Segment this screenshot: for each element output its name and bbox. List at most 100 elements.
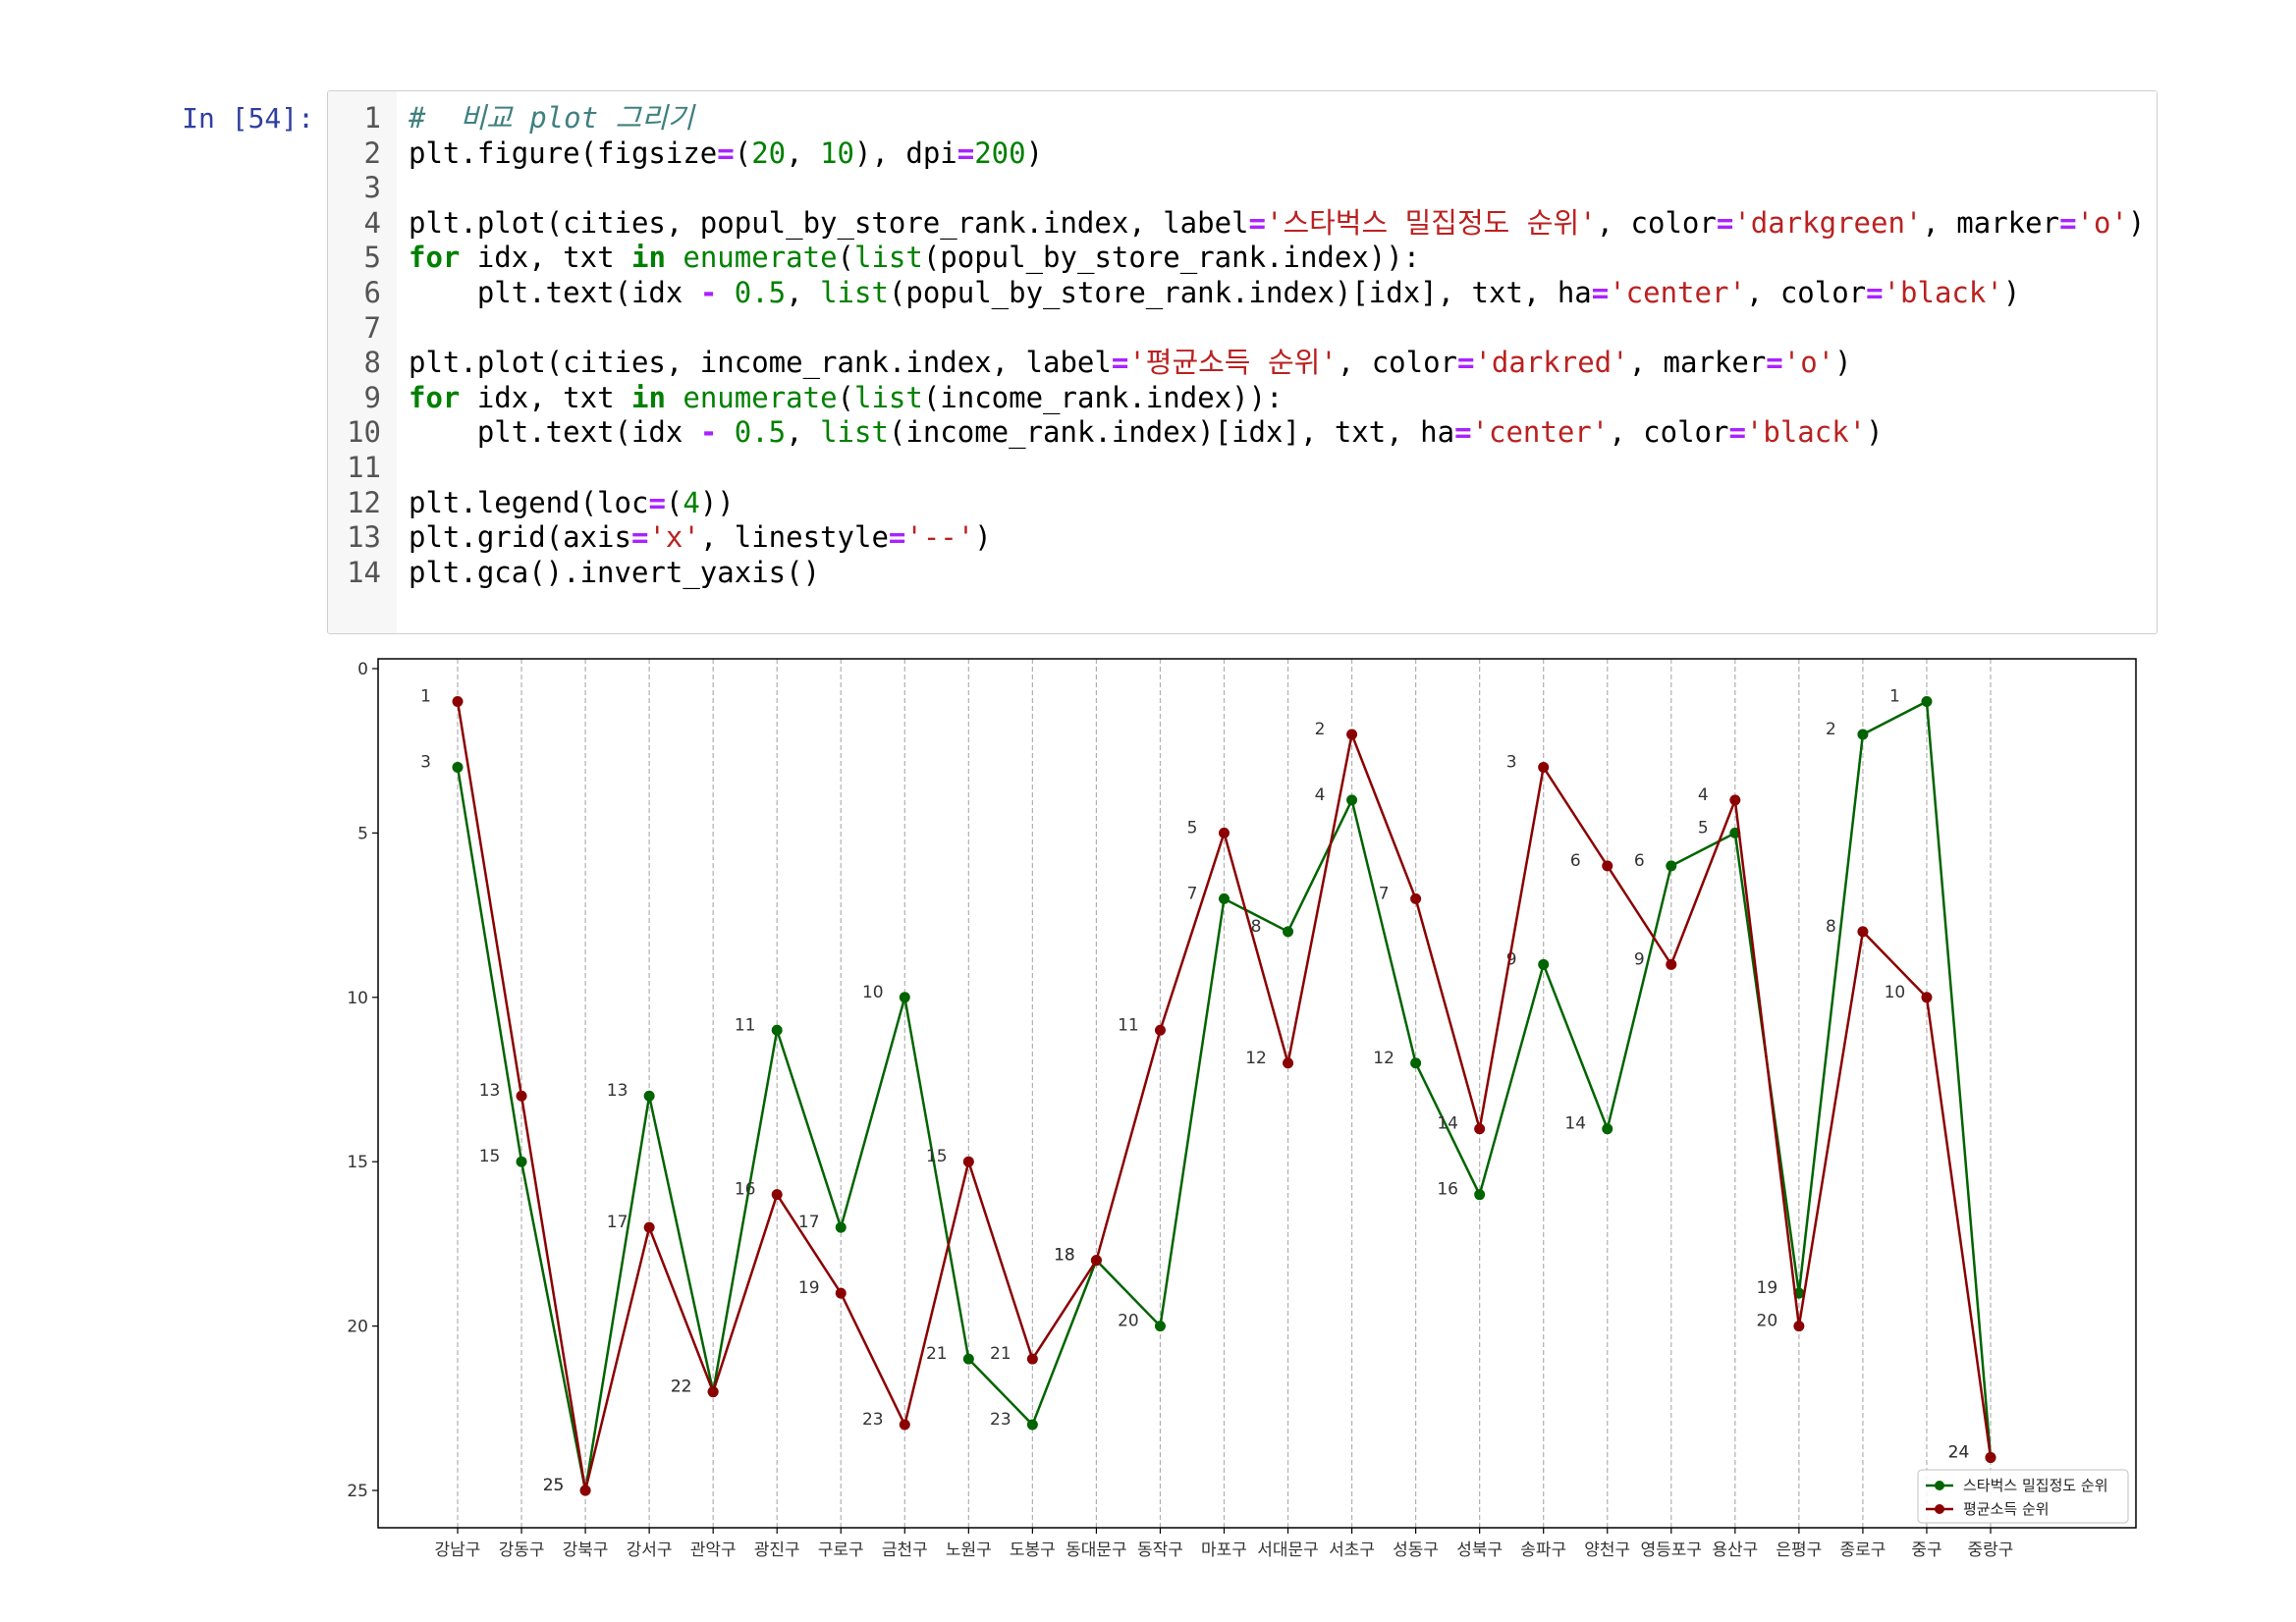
data-label: 8 <box>1826 917 1836 937</box>
data-label: 2 <box>1826 720 1836 739</box>
code-token: 4 <box>683 485 700 519</box>
code-token: = <box>1716 205 1734 240</box>
series-point <box>1026 1419 1038 1431</box>
series-point <box>516 1090 527 1102</box>
data-label: 25 <box>543 1476 565 1495</box>
code-token: ) <box>1025 135 1044 170</box>
code-token: '--' <box>905 520 975 555</box>
series-point <box>1793 1321 1805 1332</box>
code-token: ( <box>837 241 854 275</box>
legend-frame <box>1917 1469 2129 1524</box>
code-token: 'o' <box>2076 205 2128 240</box>
code-token: , <box>786 415 821 450</box>
series-point <box>962 1156 974 1167</box>
series-point <box>1729 794 1741 806</box>
y-tick-label: 20 <box>347 1318 368 1337</box>
code-token: = <box>1866 276 1884 309</box>
code-token: = <box>888 520 906 555</box>
series-point <box>771 1189 783 1201</box>
code-token: '평균소득 순위' <box>1128 346 1338 380</box>
x-tick-label: 서대문구 <box>1257 1541 1319 1560</box>
code-token: )) <box>699 485 735 519</box>
series-point <box>1154 1024 1166 1036</box>
code-token: 'black' <box>1745 415 1867 450</box>
code-token: = <box>1457 346 1475 380</box>
code-token: = <box>1248 205 1266 240</box>
series-point <box>1921 992 1933 1003</box>
code-editor[interactable]: # 비교 plot 그리기 plt.figure(figsize=(20, 10)… <box>397 91 2157 633</box>
code-token: list <box>854 380 923 414</box>
x-tick-label: 마포구 <box>1201 1541 1247 1560</box>
code-token: 10 <box>820 135 854 170</box>
code-token: 20 <box>751 135 787 170</box>
code-token: , marker <box>1628 346 1767 380</box>
data-label: 11 <box>1118 1015 1139 1035</box>
code-token: ) <box>974 520 992 555</box>
x-tick-label: 동작구 <box>1137 1541 1183 1560</box>
data-label: 23 <box>990 1410 1011 1430</box>
plot-output: 0 5 10 15 20 25 강남구 강동구 강북구 강서구 관악구 광진구 구로구 금천구 노원구 도봉구… <box>327 648 2167 1585</box>
series-point <box>1154 1321 1166 1332</box>
series-point <box>1538 958 1550 970</box>
code-token: in <box>631 241 666 275</box>
data-label: 13 <box>607 1081 629 1101</box>
x-tick-label: 강동구 <box>499 1541 545 1560</box>
code-token: for <box>409 241 461 275</box>
series-point <box>707 1386 719 1398</box>
code-token: idx, txt <box>460 241 631 275</box>
code-token: , color <box>1609 415 1729 450</box>
data-label: 18 <box>1054 1246 1075 1266</box>
series-point <box>1857 729 1869 740</box>
code-token: = <box>1728 415 1746 450</box>
data-label: 20 <box>1757 1312 1778 1331</box>
series-point <box>899 992 910 1003</box>
series-point <box>1921 695 1933 707</box>
x-tick-label: 성북구 <box>1456 1541 1503 1560</box>
line-number: 11 <box>347 451 381 484</box>
x-tick-label: 송파구 <box>1520 1541 1566 1560</box>
line-number: 8 <box>363 346 381 380</box>
code-token: = <box>1591 276 1610 309</box>
code-token: = <box>1111 346 1129 380</box>
legend-marker <box>1935 1481 1944 1490</box>
series-point <box>1090 1255 1102 1267</box>
code-token: 'center' <box>1609 276 1746 309</box>
code-token: plt.legend(loc <box>409 485 649 519</box>
code-token: ( <box>734 135 752 170</box>
data-label: 24 <box>1948 1443 1970 1463</box>
data-label: 16 <box>735 1180 756 1200</box>
code-token: plt.text(idx <box>409 415 700 450</box>
code-token: = <box>717 135 735 170</box>
code-token: ) <box>2002 276 2021 309</box>
series-point <box>1283 1057 1294 1069</box>
code-token: 'o' <box>1782 346 1835 380</box>
series-point <box>1346 729 1358 740</box>
code-token: plt.grid(axis <box>409 520 631 555</box>
y-tick-label: 5 <box>357 824 368 843</box>
code-token: ) <box>1834 346 1852 380</box>
data-label: 7 <box>1187 884 1198 903</box>
series-point <box>1474 1123 1486 1135</box>
data-label: 4 <box>1698 785 1709 805</box>
data-label: 9 <box>1634 949 1645 969</box>
line-number: 14 <box>347 555 381 589</box>
line-number: 9 <box>363 380 381 414</box>
code-cell[interactable]: 1 2 3 4 5 6 7 8 9 10 11 12 13 14 # 비교 plot 그리기 plt.fig… <box>327 90 2158 634</box>
x-tick-label: 강남구 <box>435 1541 481 1560</box>
data-label: 4 <box>1315 785 1326 805</box>
data-label: 16 <box>1437 1180 1458 1200</box>
code-token: for <box>409 380 461 414</box>
code-token: = <box>630 520 649 555</box>
code-token: 0.5 <box>734 415 787 450</box>
code-token: , color <box>1745 276 1867 309</box>
series-point <box>771 1024 783 1036</box>
code-token: (popul_by_store_rank.index)): <box>922 241 1421 275</box>
y-tick-label: 25 <box>347 1482 368 1501</box>
code-token: idx, txt <box>460 380 631 414</box>
y-tick-label: 0 <box>357 660 368 679</box>
code-token: '스타벅스 밀집정도 순위' <box>1265 205 1597 240</box>
data-label: 5 <box>1187 818 1198 838</box>
data-label: 19 <box>798 1278 820 1298</box>
x-tick-label: 관악구 <box>690 1541 737 1560</box>
